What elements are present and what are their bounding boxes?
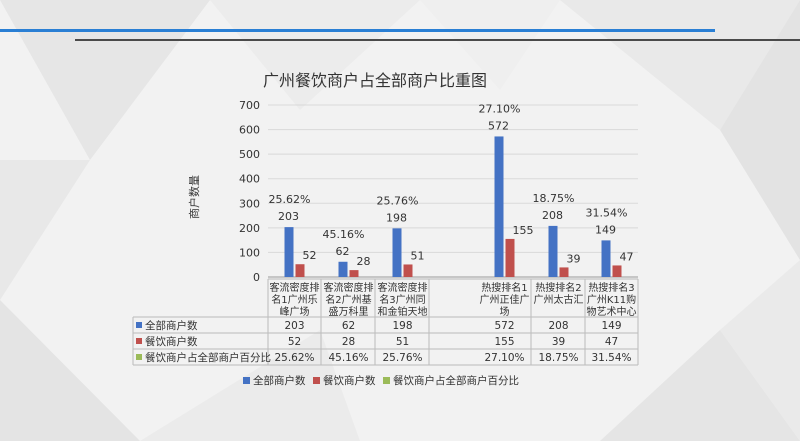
table-cell: 18.75%	[538, 352, 578, 364]
category-label: 广州正佳广	[480, 293, 530, 306]
bar-food	[612, 265, 622, 277]
y-tick-label: 700	[239, 99, 260, 112]
legend-label: 餐饮商户占全部商户百分比	[393, 374, 519, 387]
data-label-percent: 25.62%	[269, 193, 311, 206]
data-table: 客流密度排名1广州乐峰广场客流密度排名2广州基盛万科里客流密度排名3广州同和金铂…	[132, 278, 639, 366]
category-label: 场	[500, 305, 510, 318]
y-tick-label: 400	[239, 173, 260, 186]
data-label-food: 155	[513, 224, 534, 237]
data-label-food: 28	[357, 255, 371, 268]
table-cell: 203	[284, 320, 304, 332]
table-cell: 155	[494, 336, 514, 348]
legend-label: 全部商户数	[253, 374, 306, 387]
y-tick-label: 200	[239, 222, 260, 235]
bar-food	[505, 238, 515, 277]
category-label: 名3广州同	[379, 293, 425, 306]
y-tick-label: 100	[239, 246, 260, 259]
chart-title: 广州餐饮商户占全部商户比重图	[263, 71, 487, 90]
y-axis-ticks: 0 100 200 300 400 500 600 700	[239, 99, 260, 284]
data-label-percent: 45.16%	[323, 228, 365, 241]
data-label-total: 572	[488, 119, 509, 132]
table-cell: 39	[552, 336, 565, 348]
legend-key	[313, 377, 320, 384]
data-label-total: 208	[542, 209, 563, 222]
table-cell: 198	[392, 320, 412, 332]
data-label-food: 47	[620, 250, 634, 263]
table-cell: 31.54%	[591, 352, 631, 364]
y-tick-label: 500	[239, 148, 260, 161]
data-label-total: 62	[336, 245, 350, 258]
bar-food	[403, 264, 413, 277]
category-label: 热搜排名1	[481, 281, 527, 294]
table-legend-key	[136, 322, 142, 328]
table-cell: 62	[342, 320, 355, 332]
table-cell: 25.76%	[382, 352, 422, 364]
bar-total	[601, 240, 611, 277]
bar-total	[494, 136, 504, 277]
y-axis-label: 商户数量	[187, 175, 201, 219]
category-label: 物艺术中心	[587, 305, 637, 318]
category-label: 盛万科里	[329, 305, 369, 318]
gridlines	[268, 104, 638, 278]
legend-key	[383, 377, 390, 384]
bar-food	[295, 264, 305, 277]
table-cell: 149	[601, 320, 621, 332]
table-cell: 28	[342, 336, 355, 348]
table-row-header: 餐饮商户数	[145, 335, 198, 348]
table-cell: 572	[494, 320, 514, 332]
category-label: 和金铂天地	[378, 305, 428, 318]
category-label: 广州K11购	[587, 293, 636, 306]
category-label: 峰广场	[280, 305, 310, 318]
bar-food	[349, 270, 359, 277]
data-label-total: 198	[386, 211, 407, 224]
table-cell: 47	[605, 336, 618, 348]
table-cell: 27.10%	[484, 352, 524, 364]
bar-food	[559, 267, 569, 277]
legend-key	[243, 377, 250, 384]
data-label-percent: 18.75%	[533, 192, 575, 205]
table-row-header: 餐饮商户占全部商户百分比	[145, 351, 271, 364]
table-legend-key	[136, 354, 142, 360]
category-label: 名1广州乐	[271, 293, 317, 306]
y-tick-label: 0	[253, 271, 260, 284]
header-divider-line	[75, 39, 800, 41]
category-label: 客流密度排	[378, 281, 428, 294]
category-label: 客流密度排	[324, 281, 374, 294]
bar-total	[548, 225, 558, 277]
legend: 全部商户数 餐饮商户数 餐饮商户占全部商户百分比	[243, 374, 519, 387]
y-tick-label: 600	[239, 124, 260, 137]
data-label-percent: 27.10%	[479, 102, 521, 115]
bar-total	[392, 228, 402, 277]
table-cell: 25.62%	[274, 352, 314, 364]
data-label-total: 149	[595, 223, 616, 236]
category-label: 热搜排名3	[588, 281, 634, 294]
data-label-food: 39	[567, 252, 581, 265]
category-label: 名2广州基	[325, 293, 371, 306]
data-label-food: 52	[303, 249, 317, 262]
data-label-percent: 31.54%	[586, 206, 628, 219]
table-legend-key	[136, 338, 142, 344]
table-cell: 45.16%	[328, 352, 368, 364]
bar-total	[338, 261, 348, 277]
table-cell: 208	[548, 320, 568, 332]
bar-total	[284, 227, 294, 277]
table-row-header: 全部商户数	[145, 319, 198, 332]
bars: 203 52 25.62% 62 28 45.16% 198 51 25.76% 572 155 27…	[269, 102, 634, 277]
data-label-total: 203	[278, 210, 299, 223]
y-tick-label: 300	[239, 197, 260, 210]
data-label-food: 51	[411, 249, 425, 262]
legend-label: 餐饮商户数	[323, 374, 376, 387]
table-cell: 52	[288, 336, 301, 348]
header-accent-line	[0, 29, 715, 32]
data-label-percent: 25.76%	[377, 194, 419, 207]
category-label: 客流密度排	[270, 281, 320, 294]
category-label: 广州太古汇	[534, 293, 584, 306]
category-label: 热搜排名2	[535, 281, 581, 294]
table-cell: 51	[396, 336, 409, 348]
